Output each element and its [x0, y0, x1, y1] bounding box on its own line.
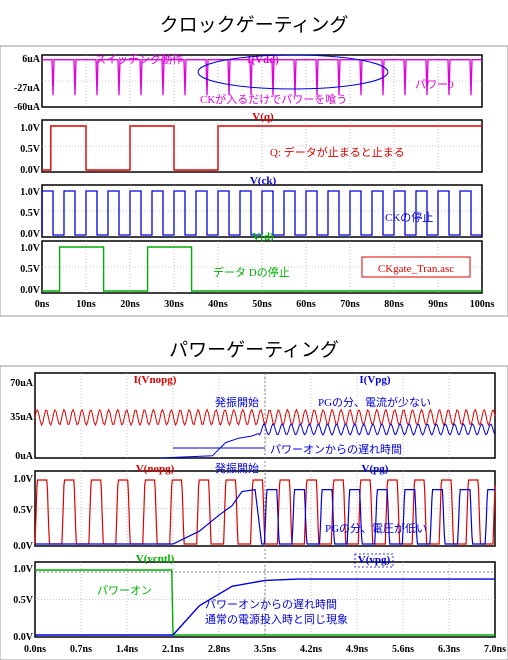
x-tick-label: 0.7ns: [70, 644, 92, 655]
ytick-b3-2: 0.0V: [13, 632, 34, 643]
ytick-p2-0: 1.0V: [20, 123, 41, 134]
ytick-b1-2: 0uA: [15, 451, 34, 462]
trace-label-vq: V(q): [252, 111, 274, 123]
x-tick-label: 0.0ns: [24, 644, 46, 655]
trace-label-vvpg: V(vpg): [358, 554, 391, 566]
x-tick-label: 0ns: [35, 299, 50, 310]
trace-vvcntl: [35, 569, 495, 636]
ytick-p2-2: 0.0V: [20, 165, 41, 176]
ytick-p1-2: -60uA: [14, 102, 41, 113]
ytick-p1-0: 6uA: [22, 54, 41, 65]
note-switching: スイッチング動作: [95, 52, 183, 66]
note-power-on: パワーオン: [97, 584, 152, 597]
x-tick-label: 4.9ns: [346, 644, 368, 655]
trace-vck: [41, 190, 482, 236]
ytick-p3-2: 0.0V: [20, 229, 41, 240]
ytick-b1-0: 70uA: [10, 378, 34, 389]
trace-label-vpg: V(pg): [362, 463, 389, 475]
trace-vd: [42, 246, 482, 292]
x-tick-label: 6.3ns: [438, 644, 460, 655]
x-tick-label: 40ns: [208, 299, 228, 310]
x-tick-label: 50ns: [252, 299, 272, 310]
note-ck-stop: CKの停止: [385, 210, 433, 224]
power-gating-chart: I(Vnopg) I(Vpg) 発振開始 PGの分、電流が少ない パワーオンから…: [0, 365, 508, 660]
filename-label: CKgate_Tran.asc: [378, 263, 454, 275]
trace-label-ivpg: I(Vpg): [359, 374, 391, 386]
x-tick-label: 60ns: [296, 299, 316, 310]
ytick-b2-2: 0.0V: [13, 541, 34, 552]
trace-label-ivdd: I(Vdd): [247, 54, 279, 66]
x-tick-label: 10ns: [76, 299, 96, 310]
trace-label-ivnopg: I(Vnopg): [134, 374, 177, 386]
clock-gating-chart: I(Vdd) スイッチング動作 パワー0 CKが入るだけでパワーを喰う 6uA …: [0, 45, 508, 317]
note-osc-start-2: 発振開始: [215, 461, 259, 475]
x-tick-label: 30ns: [164, 299, 184, 310]
x-tick-label: 90ns: [428, 299, 448, 310]
ytick-p2-1: 0.5V: [20, 144, 41, 155]
trace-ivdd: [42, 59, 482, 96]
note-same-phenomenon: 通常の電源投入時と同じ現象: [205, 612, 348, 626]
trace-label-vnopg: V(nopg): [136, 463, 175, 475]
trace-vpg: [35, 488, 495, 545]
trace-label-vd: V(d): [252, 231, 274, 243]
highlight-ellipse: [197, 54, 389, 90]
ytick-p4-0: 1.0V: [20, 243, 41, 254]
note-pg-current: PGの分、電流が少ない: [318, 395, 431, 409]
vvpg-label-box: [354, 553, 394, 568]
ytick-p4-2: 0.0V: [20, 285, 41, 296]
x-tick-label: 2.8ns: [208, 644, 230, 655]
x-tick-label: 7.0ns: [484, 644, 506, 655]
trace-label-vvcntl: V(vcntl): [136, 553, 175, 565]
x-tick-label: 70ns: [340, 299, 360, 310]
filename-box: [361, 256, 471, 278]
power-gating-title: パワーゲーティング: [169, 339, 339, 361]
note-ck-consumes-power: CKが入るだけでパワーを喰う: [200, 92, 347, 106]
ytick-b2-0: 1.0V: [13, 474, 34, 485]
ytick-p3-0: 1.0V: [20, 187, 41, 198]
note-q-stops: Q: データが止まると止まる: [270, 145, 405, 159]
x-tick-label: 2.1ns: [162, 644, 184, 655]
x-tick-label: 5.6ns: [392, 644, 414, 655]
trace-ivpg: [159, 422, 496, 459]
x-tick-label: 1.4ns: [116, 644, 138, 655]
ytick-p1-1: -27uA: [14, 83, 41, 94]
x-tick-label: 4.2ns: [300, 644, 322, 655]
trace-vvpg: [35, 578, 495, 636]
note-pg-voltage: PGの分、電圧が低い: [325, 521, 427, 535]
note-osc-start-1: 発振開始: [215, 395, 259, 409]
ytick-b3-1: 0.5V: [13, 595, 34, 606]
note-power-zero: パワー0: [415, 78, 454, 91]
clock-gating-title: クロックゲーティング: [159, 14, 349, 36]
ytick-b1-1: 35uA: [10, 412, 34, 423]
note-delay-1: パワーオンからの遅れ時間: [270, 443, 402, 456]
note-d-stop: データ Dの停止: [213, 265, 290, 279]
x-tick-label: 20ns: [120, 299, 140, 310]
trace-vq: [42, 125, 482, 171]
ytick-p4-1: 0.5V: [20, 264, 41, 275]
ytick-b3-0: 1.0V: [13, 564, 34, 575]
ytick-p3-1: 0.5V: [20, 208, 41, 219]
x-tick-label: 100ns: [470, 299, 495, 310]
x-tick-label: 80ns: [384, 299, 404, 310]
x-tick-label: 3.5ns: [254, 644, 276, 655]
trace-label-vck: V(ck): [250, 175, 277, 187]
note-delay-2: パワーオンからの遅れ時間: [205, 598, 337, 611]
ytick-b2-1: 0.5V: [13, 505, 34, 516]
